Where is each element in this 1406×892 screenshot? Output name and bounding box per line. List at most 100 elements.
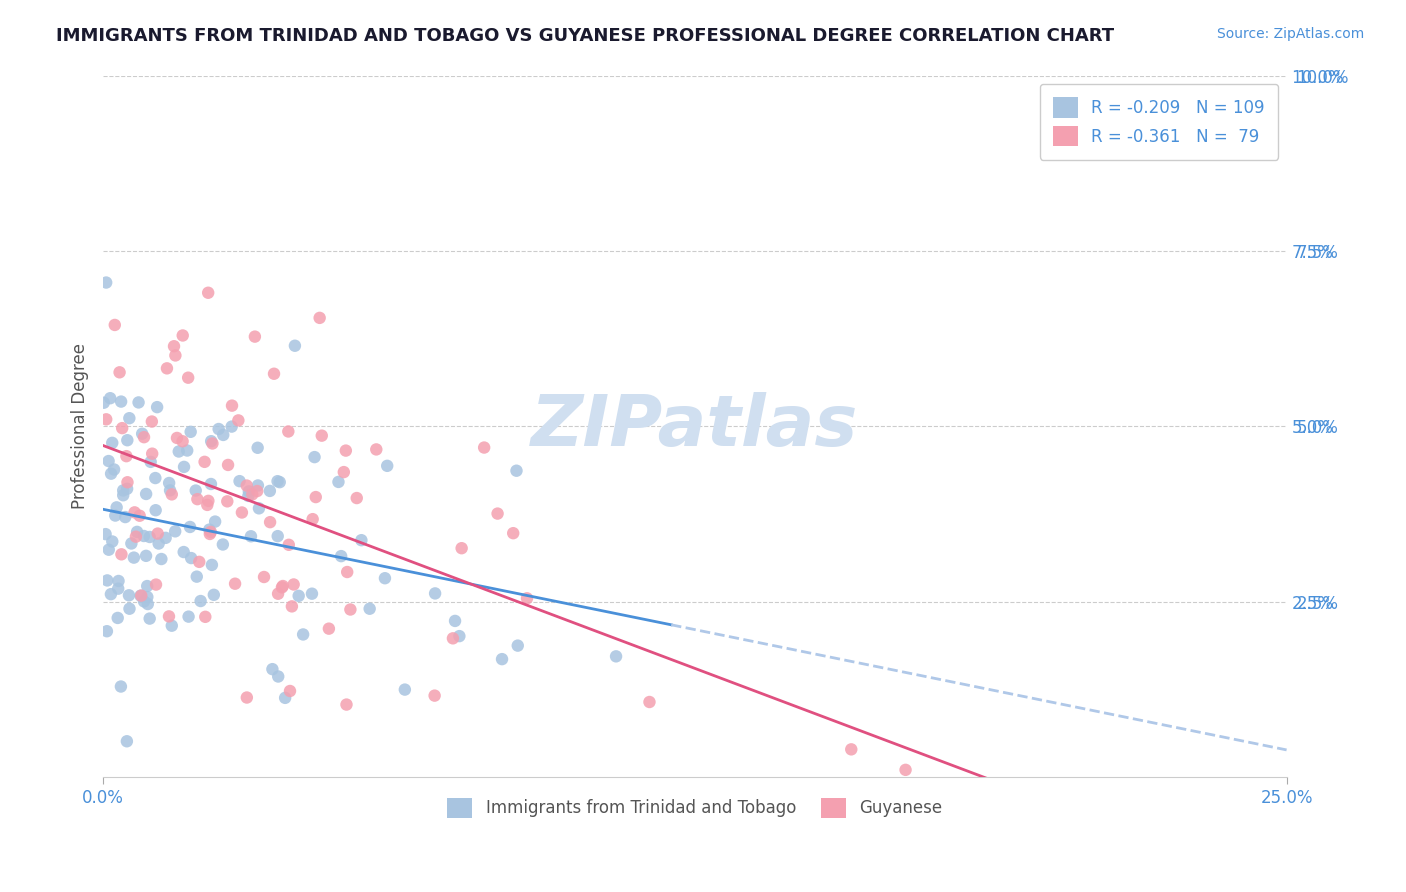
Point (167, 444, 190, 458)
Point (311, 428, 333, 442)
Point (359, 601, 381, 615)
Point (284, 339, 307, 353)
Point (239, 529, 262, 543)
Point (117, 475, 139, 490)
Point (208, 422, 231, 436)
Point (177, 370, 200, 384)
Point (138, 611, 160, 625)
Point (246, 484, 269, 499)
Point (117, 434, 139, 448)
Point (204, 515, 226, 529)
Point (104, 318, 127, 332)
Point (176, 443, 198, 458)
Point (155, 531, 177, 545)
Point (104, 508, 127, 523)
Point (894, 763, 917, 777)
Point (114, 510, 136, 524)
Point (165, 524, 187, 539)
Point (224, 576, 246, 591)
Point (267, 587, 290, 601)
Point (605, 649, 627, 664)
Point (505, 464, 527, 478)
Point (184, 483, 207, 498)
Point (267, 669, 290, 683)
Point (128, 395, 150, 409)
Point (330, 549, 353, 563)
Point (444, 614, 467, 628)
Point (129, 589, 152, 603)
Point (145, 503, 167, 517)
Point (516, 591, 538, 606)
Point (375, 458, 398, 473)
Point (236, 690, 259, 705)
Point (328, 475, 350, 489)
Point (115, 449, 138, 463)
Point (94, 527, 117, 541)
Point (200, 524, 222, 539)
Point (212, 537, 235, 551)
Point (839, 742, 862, 756)
Point (103, 462, 125, 476)
Point (125, 524, 148, 539)
Point (135, 487, 157, 501)
Point (97, 454, 120, 468)
Point (486, 507, 509, 521)
Point (201, 558, 224, 572)
Point (101, 534, 124, 549)
Point (125, 530, 148, 544)
Point (115, 734, 138, 748)
Point (238, 484, 260, 499)
Point (100, 467, 122, 481)
Point (441, 632, 464, 646)
Point (188, 555, 211, 569)
Point (246, 441, 269, 455)
Point (221, 419, 243, 434)
Point (198, 523, 221, 537)
Point (172, 434, 194, 449)
Point (146, 400, 169, 414)
Point (138, 530, 160, 544)
Point (107, 611, 129, 625)
Point (129, 589, 152, 603)
Point (141, 447, 163, 461)
Point (118, 588, 141, 602)
Point (423, 586, 446, 600)
Point (472, 441, 495, 455)
Point (166, 431, 188, 445)
Point (96, 574, 118, 588)
Point (132, 529, 155, 543)
Point (150, 552, 173, 566)
Y-axis label: Professional Degree: Professional Degree (72, 343, 89, 509)
Point (271, 579, 294, 593)
Point (132, 594, 155, 608)
Point (98, 391, 121, 405)
Point (287, 589, 309, 603)
Point (305, 490, 328, 504)
Point (93, 395, 115, 409)
Point (335, 698, 357, 712)
Point (195, 498, 218, 512)
Point (198, 527, 221, 541)
Text: IMMIGRANTS FROM TRINIDAD AND TOBAGO VS GUYANESE PROFESSIONAL DEGREE CORRELATION : IMMIGRANTS FROM TRINIDAD AND TOBAGO VS G… (56, 27, 1115, 45)
Point (502, 526, 524, 541)
Point (283, 577, 305, 591)
Point (212, 428, 235, 442)
Point (281, 599, 304, 614)
Point (135, 549, 157, 563)
Point (335, 443, 357, 458)
Point (139, 455, 162, 469)
Point (450, 541, 472, 556)
Point (200, 434, 222, 449)
Point (277, 538, 299, 552)
Point (253, 570, 276, 584)
Point (201, 436, 224, 450)
Point (491, 652, 513, 666)
Point (101, 435, 124, 450)
Point (97, 542, 120, 557)
Point (163, 339, 186, 353)
Point (263, 367, 285, 381)
Point (180, 551, 202, 566)
Point (186, 569, 208, 583)
Point (246, 478, 269, 492)
Point (165, 348, 187, 362)
